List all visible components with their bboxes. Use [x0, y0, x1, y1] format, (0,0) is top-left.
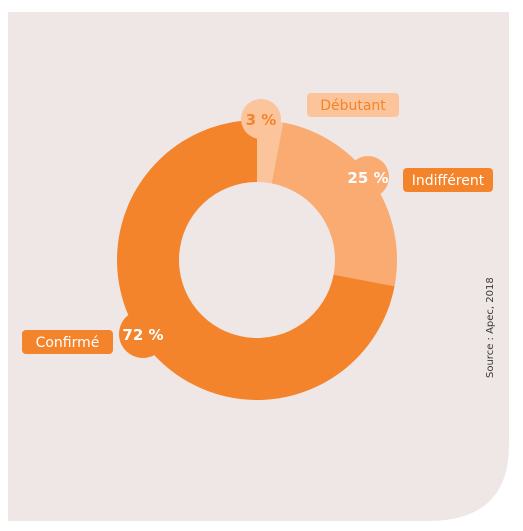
tag-debutant	[307, 93, 399, 117]
category-label-debutant: Débutant	[320, 98, 386, 114]
bubble-indifferent	[347, 156, 389, 198]
tag-indifferent	[403, 168, 493, 192]
donut-callouts: 3 % Débutant 25 % Indifférent 72 % Confirmé	[22, 93, 493, 358]
source-note: Source : Apec, 2018	[485, 277, 496, 378]
slice-confirme	[117, 120, 395, 401]
tag-confirme	[22, 330, 113, 354]
bubble-debutant	[241, 99, 281, 139]
category-label-confirme: Confirmé	[36, 335, 100, 351]
slice-indifferent	[271, 122, 397, 287]
panel-shape	[8, 12, 509, 521]
bubble-confirme	[119, 310, 167, 358]
percent-label-indifferent: 25 %	[347, 169, 388, 187]
percent-label-confirme: 72 %	[122, 326, 163, 344]
category-label-indifferent: Indifférent	[412, 173, 485, 189]
percent-label-debutant: 3 %	[246, 111, 277, 129]
